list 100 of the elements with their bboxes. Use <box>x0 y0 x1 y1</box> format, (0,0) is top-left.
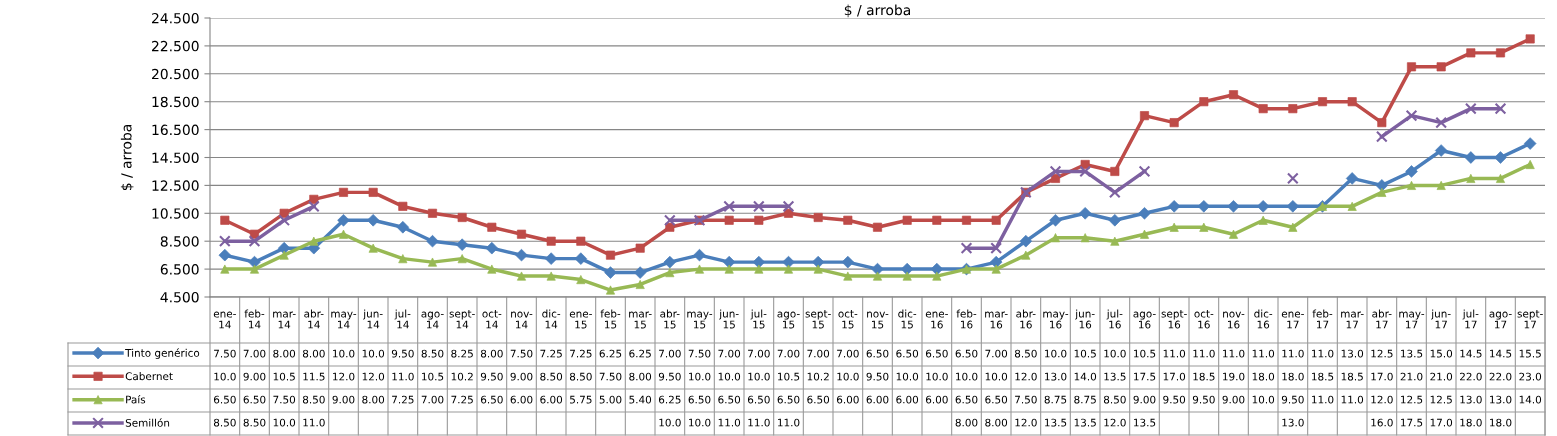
data-label: 10.0 <box>1045 349 1067 358</box>
data-label: 6.50 <box>480 395 503 404</box>
y-tick-label: 10.500 <box>152 208 199 219</box>
data-label: 8.75 <box>1044 395 1067 404</box>
y-tick-label: 24.500 <box>152 12 199 24</box>
data-label: 10.0 <box>985 372 1008 381</box>
data-label: 11.5 <box>303 372 325 381</box>
data-label: 6.50 <box>955 349 978 358</box>
data-label: 5.75 <box>570 395 592 404</box>
x-tick-label: ene-14 <box>213 311 236 329</box>
data-label: 9.00 <box>243 372 266 381</box>
data-label: 10.2 <box>807 372 829 381</box>
data-label: 6.50 <box>955 395 978 404</box>
data-label: 9.50 <box>658 372 681 381</box>
x-tick-label: dic-16 <box>1254 309 1273 329</box>
x-tick-label: feb-16 <box>956 309 977 329</box>
x-tick-label: ago-15 <box>777 311 800 329</box>
x-tick-label: oct-16 <box>1194 310 1214 329</box>
x-tick-label: jul-15 <box>750 309 767 329</box>
x-tick-label: mar-14 <box>273 311 296 329</box>
data-label: 6.50 <box>866 349 889 358</box>
data-label: 11.0 <box>778 418 800 427</box>
data-label: 12.5 <box>1371 349 1393 358</box>
chart-title: $ / arroba <box>844 4 911 18</box>
y-tick-label: 18.500 <box>152 96 199 108</box>
point <box>278 214 291 227</box>
data-label: 17.0 <box>1371 372 1393 381</box>
data-label: 22.0 <box>1460 372 1482 381</box>
data-label: 11.0 <box>1163 349 1186 358</box>
point <box>1375 130 1388 143</box>
data-label: 12.0 <box>333 372 355 381</box>
point <box>1494 102 1507 115</box>
data-label: 13.5 <box>1401 349 1423 358</box>
y-tick-label: 8.500 <box>160 236 199 247</box>
data-label: 7.50 <box>688 349 711 358</box>
point <box>782 200 795 213</box>
data-label: 14.5 <box>1490 349 1512 358</box>
data-label: 13.0 <box>1490 395 1512 404</box>
data-label: 12.0 <box>362 372 385 381</box>
x-tick-label: feb-15 <box>600 309 621 329</box>
data-label: 10.0 <box>748 372 770 381</box>
data-label: 9.00 <box>1222 395 1245 404</box>
data-label: 8.50 <box>213 418 236 427</box>
data-label: 7.00 <box>659 349 681 358</box>
data-label: 10.0 <box>896 372 919 381</box>
data-label: 10.0 <box>333 349 355 358</box>
x-tick-label: sept-15 <box>805 310 831 329</box>
data-label: 9.50 <box>866 372 889 381</box>
legend-label: Cabernet <box>125 372 173 381</box>
x-tick-label: oct-14 <box>482 310 502 329</box>
data-label: 8.50 <box>1014 349 1037 358</box>
y-axis-title: $ / arroba <box>120 124 134 191</box>
data-label: 23.0 <box>1519 372 1542 381</box>
x-tick-label: ene-16 <box>925 311 948 329</box>
data-label: 11.0 <box>1341 395 1364 404</box>
data-label: 11.0 <box>1223 349 1245 358</box>
x-tick-label: jun-17 <box>1431 309 1451 329</box>
data-label: 6.25 <box>658 395 681 404</box>
x-tick-label: abr-15 <box>660 309 680 329</box>
data-label: 13.5 <box>1045 418 1067 427</box>
data-label: 11.0 <box>303 418 325 427</box>
data-label: 12.5 <box>1430 395 1452 404</box>
data-label: 7.25 <box>451 395 473 404</box>
data-label: 5.40 <box>629 395 652 404</box>
data-label: 8.00 <box>302 349 325 358</box>
x-tick-label: sept-16 <box>1161 310 1187 329</box>
x-tick-label: jul-14 <box>394 309 411 329</box>
data-label: 11.0 <box>1282 349 1304 358</box>
data-label: 13.0 <box>1282 418 1304 427</box>
x-tick-label: feb-14 <box>244 309 265 329</box>
data-label: 10.0 <box>273 418 296 427</box>
data-label: 9.50 <box>1192 395 1215 404</box>
x-tick-label: sept-14 <box>449 310 475 329</box>
data-label: 6.00 <box>540 395 563 404</box>
data-label: 18.0 <box>1460 418 1482 427</box>
x-tick-label: feb-17 <box>1312 309 1333 329</box>
data-label: 22.0 <box>1489 372 1512 381</box>
data-label: 6.50 <box>777 395 800 404</box>
x-tick-label: may-15 <box>687 311 713 329</box>
data-label: 6.00 <box>896 395 919 404</box>
data-label: 15.5 <box>1519 349 1541 358</box>
legend-label: Semillón <box>125 418 170 427</box>
data-label: 10.5 <box>422 372 444 381</box>
y-tick-label: 20.500 <box>152 68 199 80</box>
x-tick-label: nov-15 <box>867 311 889 329</box>
data-label: 7.00 <box>243 349 266 358</box>
data-label: 6.25 <box>629 349 651 358</box>
data-label: 18.0 <box>1490 418 1512 427</box>
y-tick-label: 16.500 <box>152 124 199 136</box>
y-tick-label: 6.500 <box>160 264 199 275</box>
point <box>1138 165 1151 178</box>
data-label: 6.50 <box>243 395 266 404</box>
data-label: 11.0 <box>748 418 770 427</box>
data-label: 18.0 <box>1282 372 1304 381</box>
data-label: 8.00 <box>955 418 978 427</box>
data-label: 8.50 <box>421 349 444 358</box>
data-label: 7.00 <box>777 349 800 358</box>
x-tick-label: ene-15 <box>569 311 592 329</box>
data-label: 10.0 <box>926 372 948 381</box>
data-label: 6.50 <box>807 395 830 404</box>
